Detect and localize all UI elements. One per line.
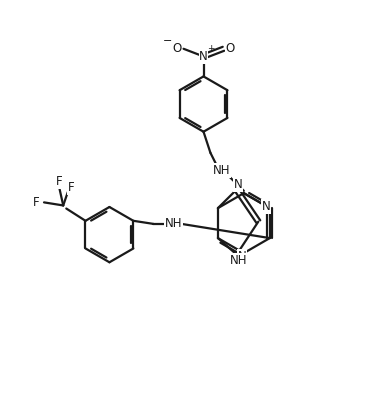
Text: NH: NH [229, 254, 247, 267]
Text: O: O [225, 41, 235, 54]
Text: NH: NH [212, 164, 230, 177]
Text: F: F [68, 181, 75, 194]
Text: N: N [238, 250, 246, 263]
Text: N: N [262, 200, 270, 213]
Text: F: F [56, 175, 63, 188]
Text: N: N [199, 50, 208, 63]
Text: O: O [172, 41, 182, 54]
Text: F: F [33, 196, 40, 209]
Text: −: − [163, 36, 172, 46]
Text: +: + [207, 43, 215, 52]
Text: NH: NH [165, 217, 182, 230]
Text: N: N [234, 178, 243, 191]
